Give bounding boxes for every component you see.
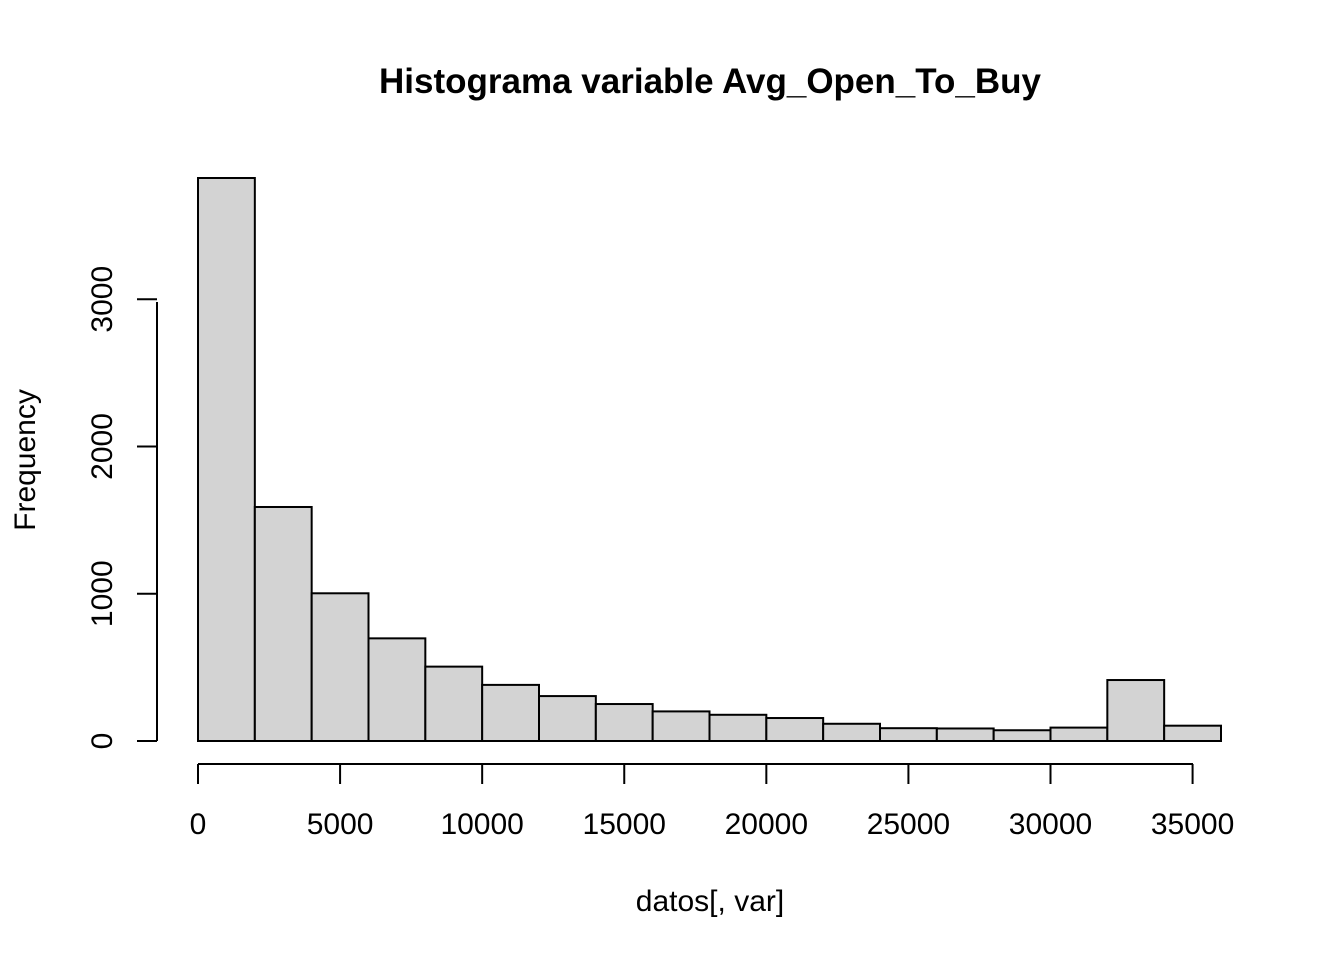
- y-axis-tick-label: 1000: [86, 560, 119, 627]
- y-axis-title: Frequency: [9, 389, 42, 531]
- histogram-bar: [822, 722, 882, 743]
- chart-title: Histograma variable Avg_Open_To_Buy: [379, 62, 1041, 101]
- histogram-bars: [197, 177, 1222, 743]
- histogram-bar: [367, 637, 427, 743]
- histogram-bar: [481, 683, 540, 742]
- histogram-bar: [424, 665, 484, 742]
- x-axis-tick-label: 35000: [1151, 808, 1234, 841]
- x-axis-tick-label: 15000: [583, 808, 666, 841]
- histogram-bar: [538, 695, 597, 742]
- histogram-bar: [992, 729, 1052, 742]
- x-axis: 0 5000 10000 15000 20000 25000 30000 35000: [190, 763, 1234, 841]
- histogram-bar: [310, 592, 370, 742]
- x-axis-tick-label: 30000: [1009, 808, 1092, 841]
- histogram-bar: [1106, 679, 1166, 743]
- histogram-bar: [651, 710, 711, 742]
- histogram-bar: [253, 505, 313, 743]
- histogram-bar: [708, 713, 768, 743]
- y-axis-tick-label: 2000: [86, 413, 119, 480]
- x-axis-tick-label: 25000: [867, 808, 950, 841]
- x-axis-tick-label: 20000: [725, 808, 808, 841]
- x-axis-tick-label: 0: [190, 808, 207, 841]
- histogram-bar: [879, 727, 938, 742]
- y-axis-tick-label: 0: [86, 733, 119, 750]
- y-axis: 0 1000 2000 3000: [86, 266, 158, 750]
- x-axis-title: datos[, var]: [636, 885, 784, 918]
- histogram-bar: [765, 717, 825, 743]
- y-axis-tick-label: 3000: [86, 266, 119, 333]
- x-axis-tick-label: 5000: [307, 808, 374, 841]
- histogram-bar: [1163, 724, 1222, 742]
- x-axis-tick-label: 10000: [440, 808, 523, 841]
- histogram-bar: [197, 177, 256, 742]
- histogram-bar: [1049, 726, 1109, 743]
- histogram-bar: [594, 703, 654, 742]
- histogram-bar: [935, 727, 995, 743]
